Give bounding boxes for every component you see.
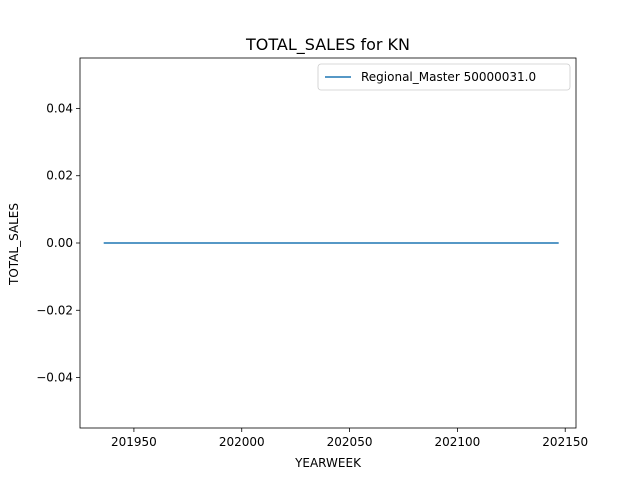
x-tick-label: 202050 — [327, 435, 373, 449]
y-tick-label: −0.04 — [36, 371, 73, 385]
legend-label: Regional_Master 50000031.0 — [361, 70, 536, 84]
y-axis-label: TOTAL_SALES — [7, 203, 21, 286]
y-tick-label: 0.00 — [46, 236, 73, 250]
x-tick-label: 202100 — [434, 435, 480, 449]
plot-area: 201950 202000 202050 202100 202150 0.04 0.02 0.… — [36, 57, 588, 449]
x-axis-label: YEARWEEK — [294, 456, 362, 470]
plot-frame — [79, 57, 577, 429]
legend: Regional_Master 50000031.0 — [317, 63, 571, 91]
y-tick-label: −0.02 — [36, 303, 73, 317]
chart-title: TOTAL_SALES for KN — [245, 35, 410, 55]
x-tick-label: 202150 — [542, 435, 588, 449]
y-tick-label: 0.02 — [46, 169, 73, 183]
x-tick-label: 201950 — [111, 435, 157, 449]
y-tick-label: 0.04 — [46, 101, 73, 115]
legend-box — [317, 63, 571, 91]
x-tick-label: 202000 — [219, 435, 265, 449]
